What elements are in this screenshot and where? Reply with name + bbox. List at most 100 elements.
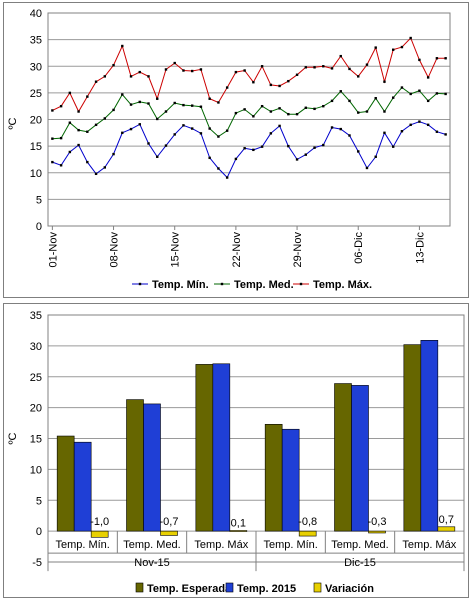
x-tick-label: 13-Dic [414,232,426,264]
data-point [173,101,176,105]
data-point [173,61,176,65]
data-point [391,145,395,148]
data-point [330,126,334,129]
data-point [330,99,334,103]
data-point [68,91,72,95]
data-point [269,83,273,87]
legend-marker [138,282,142,286]
data-point [208,127,211,130]
data-point [103,166,107,169]
plot-area [47,12,451,227]
data-point [348,99,351,103]
y-tick-label: 25 [30,88,42,100]
data-point [138,70,141,74]
data-point [444,133,447,136]
data-point [208,156,211,160]
data-point [138,123,141,126]
bar [212,363,231,532]
data-point [409,92,412,96]
data-point [103,75,107,78]
legend-marker [299,282,303,286]
data-point [86,160,89,164]
legend-label: Temp. Mín. [152,279,209,291]
y-tick-label: 35 [30,310,42,322]
data-point [77,110,80,113]
data-label: -0,7 [160,516,179,528]
data-point [243,147,246,150]
line-chart: 0 5 10 15 20 25 30 35 40 ºC 01-Nov 08-Nov 15-Nov 22-N… [7,8,451,291]
bar [56,435,75,532]
data-point [225,129,229,132]
data-point [94,172,98,176]
data-point [391,48,395,51]
data-point [426,123,430,127]
data-point [252,115,255,118]
data-point [435,92,439,95]
data-point [426,76,430,79]
bar-chart: -5 0 5 10 15 20 25 30 35 ºC Temp. Mín. Temp. Med. Te… [7,310,465,595]
data-point [295,112,299,116]
data-point [374,46,377,49]
data-point [59,104,63,108]
data-point [400,86,404,89]
data-point [164,110,168,113]
x-tick-label: 08-Nov [109,232,121,268]
bar [420,340,439,532]
y-tick-label: 5 [36,194,42,206]
data-label: -0,8 [298,516,317,528]
bar [73,441,92,532]
y-tick-label: 25 [30,372,42,384]
data-point [295,158,299,161]
legend-swatch [313,582,322,593]
y-tick-label: 20 [30,115,42,127]
bar [437,526,456,532]
data-point [278,84,281,88]
legend-label: Temp. Esperada [147,583,232,595]
data-point [444,57,447,60]
data-point [234,70,238,74]
legend-marker [220,282,224,286]
data-point [77,128,80,132]
x-category-label: Temp. Mín. [55,539,109,551]
data-point [112,152,115,156]
x-group-label: Dic-15 [344,557,376,569]
data-point [199,68,203,71]
data-point [68,150,72,154]
legend-label: Variación [325,583,374,595]
data-point [121,93,124,96]
bar [195,364,214,532]
data-point [278,124,281,128]
y-tick-label: 40 [30,8,42,20]
data-point [156,155,159,158]
data-point [269,132,273,135]
data-label: -1,0 [90,516,109,528]
data-point [252,81,255,84]
data-point [260,145,264,148]
data-point [129,75,133,78]
series-line [52,121,446,179]
series-line [52,86,446,140]
bar [368,530,386,534]
data-point [147,75,150,78]
data-point [374,155,377,158]
data-point [129,127,133,131]
data-point [287,144,290,148]
data-point [59,164,63,167]
bar [403,344,422,532]
data-point [112,63,115,67]
data-point [304,153,308,156]
data-point [391,96,395,99]
data-point [278,107,281,110]
data-point [435,130,439,133]
data-point [426,99,430,103]
y-tick-label: 10 [30,168,42,180]
data-point [313,146,316,149]
data-point [269,110,273,113]
data-point [199,105,203,108]
y-tick-label: 10 [30,464,42,476]
data-point [435,57,439,60]
x-category-label: Temp. Mín. [263,539,317,551]
data-point [313,107,316,111]
bar-chart-panel: -5 0 5 10 15 20 25 30 35 ºC Temp. Mín. Temp. Med. Te… [3,303,469,598]
x-category-label: Temp. Máx [402,539,456,551]
